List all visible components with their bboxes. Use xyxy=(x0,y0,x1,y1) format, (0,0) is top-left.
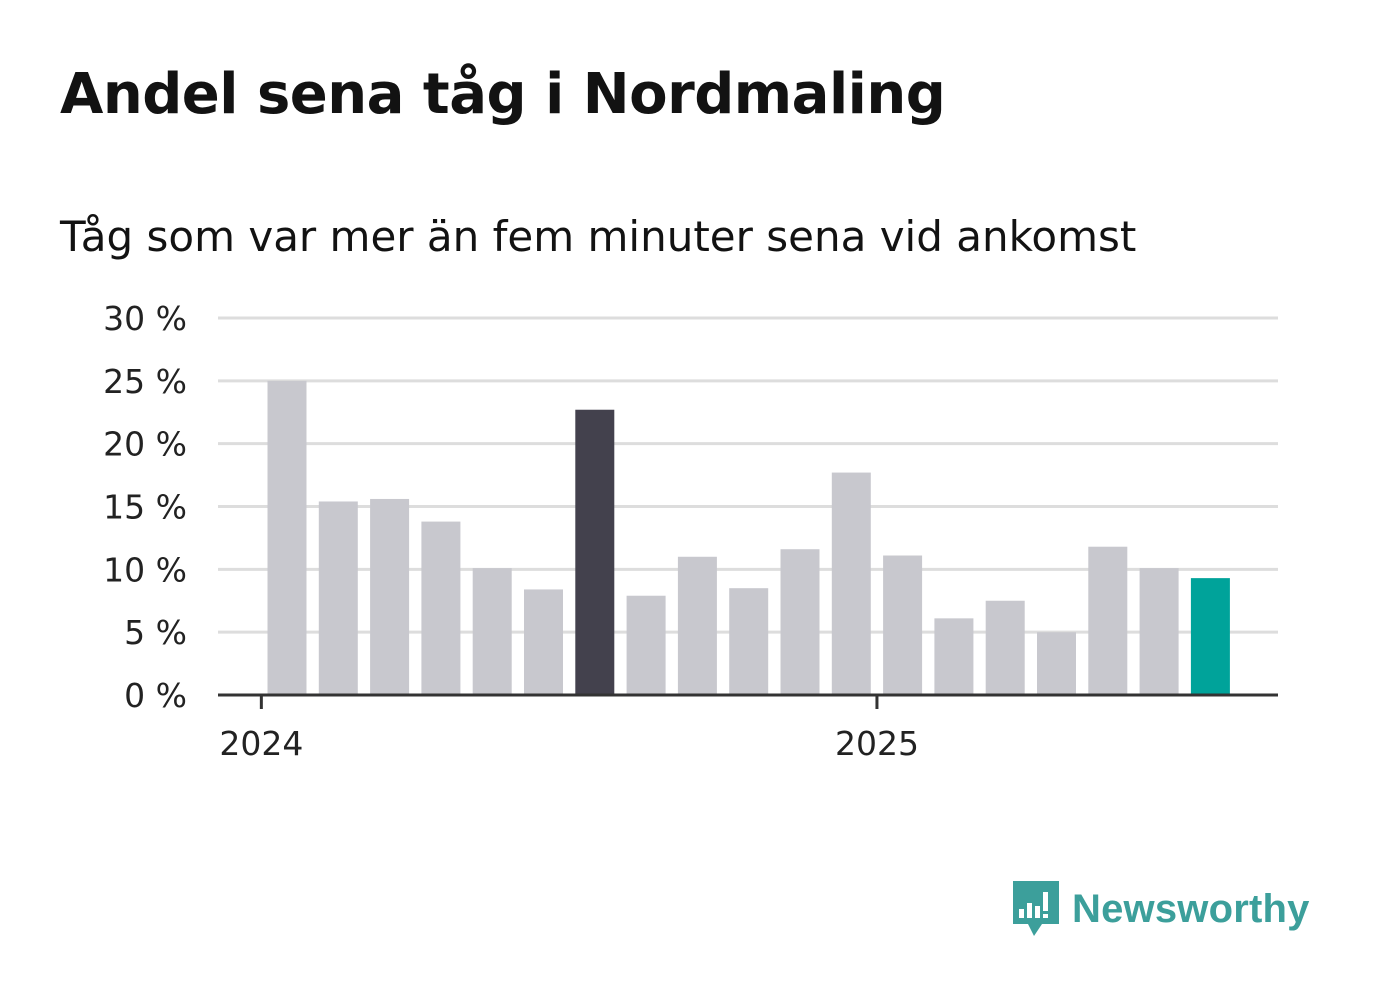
x-tick-label: 2024 xyxy=(219,724,303,763)
y-tick-label: 15 % xyxy=(103,488,187,527)
x-tick-label: 2025 xyxy=(835,724,919,763)
chart-title: Andel sena tåg i Nordmaling xyxy=(60,62,946,127)
bars xyxy=(267,380,1230,695)
bar xyxy=(1088,546,1128,695)
bar xyxy=(370,498,410,695)
bar xyxy=(883,555,923,695)
y-axis-ticks: 0 % 5 % 10 % 15 % 20 % 25 % 30 % xyxy=(103,299,187,715)
bar xyxy=(677,556,717,695)
bar xyxy=(421,521,461,695)
chart-subtitle: Tåg som var mer än fem minuter sena vid … xyxy=(60,212,1137,261)
bar xyxy=(1037,632,1076,695)
bar xyxy=(1139,568,1179,695)
y-tick-label: 10 % xyxy=(103,550,187,589)
y-tick-label: 0 % xyxy=(124,676,187,715)
bar xyxy=(934,618,974,695)
x-axis-ticks: 2024 2025 xyxy=(219,695,919,763)
y-tick-label: 30 % xyxy=(103,299,187,338)
y-tick-label: 25 % xyxy=(103,362,187,401)
bar xyxy=(524,589,563,695)
bar xyxy=(831,472,871,695)
bar xyxy=(472,568,512,695)
y-tick-label: 20 % xyxy=(103,425,187,464)
bar xyxy=(318,501,358,695)
bar xyxy=(575,409,615,695)
y-tick-label: 5 % xyxy=(124,613,187,652)
newsworthy-logo: Newsworthy xyxy=(1010,878,1310,940)
bar xyxy=(985,600,1025,695)
bar xyxy=(780,549,820,695)
bar xyxy=(267,380,307,695)
bar xyxy=(626,595,666,695)
newsworthy-chart-icon xyxy=(1013,881,1059,936)
bar xyxy=(729,588,769,695)
bar xyxy=(1190,578,1230,695)
brand-name: Newsworthy xyxy=(1072,886,1310,931)
